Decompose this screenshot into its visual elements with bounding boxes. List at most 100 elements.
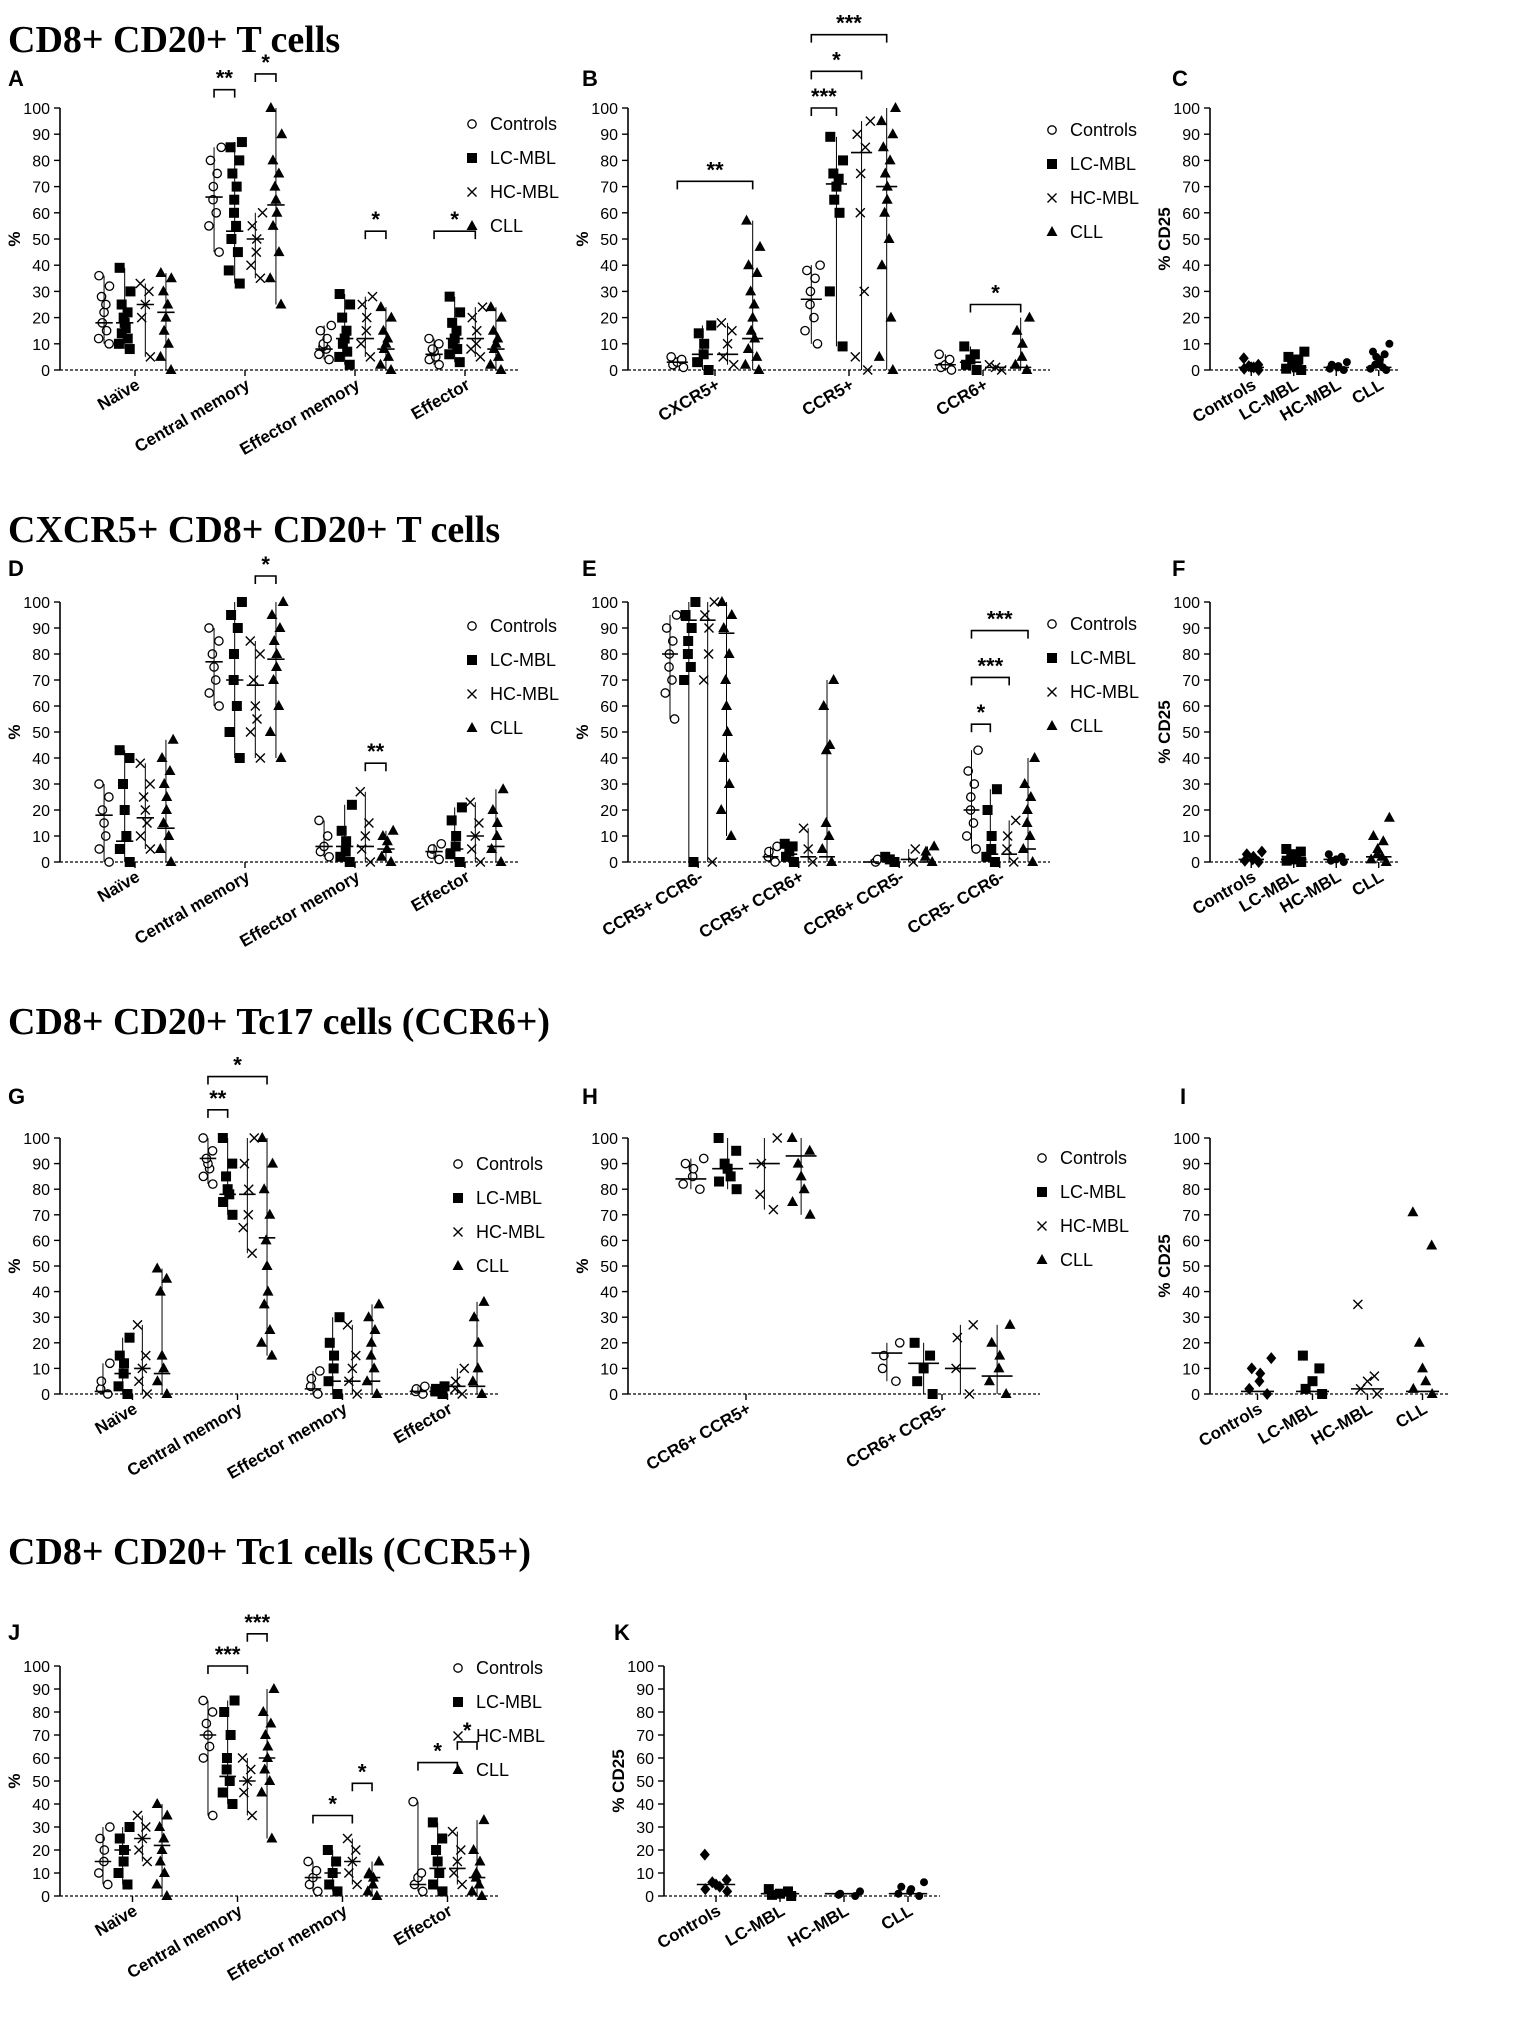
data-point-controls [314,349,324,360]
x-tick-label: Controls [654,1901,724,1952]
data-point-controls [973,745,983,756]
data-point-lc-mbl [1283,351,1294,362]
data-point-controls [1266,1352,1277,1365]
x-tick-label: CCR5+ CCR6- [599,867,706,940]
significance-label: * [991,281,1000,306]
y-tick-label: 10 [600,1361,618,1378]
y-tick-label: 50 [600,1259,618,1276]
y-tick-label: 70 [32,180,50,197]
data-point-hc-mbl [1372,1389,1383,1399]
data-point-cll [381,835,393,846]
data-point-controls [424,333,434,344]
data-point-cll [1016,337,1028,348]
legend-marker-controls [467,119,477,129]
data-point-lc-mbl [451,831,462,841]
data-point-controls [207,1179,218,1189]
y-tick-label: 0 [41,1889,50,1906]
x-tick-label: Effector [390,1399,455,1448]
significance-bracket [213,88,236,98]
data-point-cll [473,1878,485,1889]
data-point-hc-mbl [365,351,376,362]
data-point-lc-mbl [234,155,245,166]
y-tick-label: 50 [1182,1259,1200,1276]
legend-marker-hc-mbl [467,187,477,197]
legend-marker-cll [1046,226,1058,236]
data-point-cll [725,830,737,840]
legend: Controls LC-MBL HC-MBL CLL [452,1154,545,1276]
data-point-lc-mbl [437,1389,448,1399]
y-tick-label: 80 [32,1182,50,1199]
data-point-lc-mbl [124,344,135,355]
y-tick-label: 50 [32,1259,50,1276]
data-point-lc-mbl [124,1332,135,1343]
data-point-hc-mbl [145,844,156,854]
y-tick-label: 10 [32,829,50,846]
data-point-hc-mbl [859,286,870,297]
data-point-hc-mbl [728,359,739,370]
data-point-lc-mbl [227,1209,238,1220]
data-point-cll [361,1375,373,1386]
section-title-4: CD8+ CD20+ Tc1 cells (CCR5+) [8,1531,532,1573]
data-point-hc-mbl [473,818,484,828]
legend-marker-lc-mbl [467,655,477,665]
data-point-lc-mbl [236,137,247,148]
data-point-lc-mbl [693,328,704,339]
data-point-controls [812,338,823,349]
panel-letter: G [8,1084,25,1109]
data-point-cll [920,845,932,856]
data-point-hc-mbl [459,1363,470,1374]
data-point-hc-mbl [142,818,152,828]
data-point-lc-mbl [1295,846,1306,857]
data-point-cll [158,1867,170,1877]
data-point-cll [1025,791,1037,801]
data-point-controls [934,349,945,360]
data-point-cll [256,1132,268,1142]
data-point-cll [897,1882,906,1891]
data-point-lc-mbl [342,346,353,357]
data-point-hc-mbl [807,857,818,867]
y-axis-label: % [573,1258,592,1273]
y-tick-label: 40 [600,1285,618,1302]
data-point-controls [669,714,680,724]
significance-label: * [463,1718,472,1743]
y-tick-label: 90 [1182,127,1200,144]
panel-letter: A [8,66,24,91]
legend-label: CLL [490,718,523,738]
data-point-controls [207,1145,218,1156]
data-point-lc-mbl [224,1776,235,1786]
data-point-cll [151,1798,163,1808]
data-point-cll [385,311,397,322]
data-point-cll [476,1388,488,1398]
data-point-cll [1011,324,1023,335]
legend-marker-controls [453,1159,463,1169]
data-point-lc-mbl [427,1817,438,1828]
data-point-lc-mbl [446,815,457,826]
data-point-lc-mbl [124,1822,135,1832]
y-tick-label: 80 [1182,1182,1200,1199]
y-axis-label: % [573,724,592,739]
significance-bracket [970,676,1010,686]
x-tick-label: CLL [878,1901,916,1934]
data-point-lc-mbl [334,351,345,362]
legend-marker-lc-mbl [453,1193,463,1203]
data-point-hc-mbl [132,1810,143,1821]
y-tick-label: 30 [32,284,50,301]
data-point-controls [198,1753,209,1763]
data-point-cll [875,115,887,126]
data-point-cll [151,1262,163,1273]
data-point-cll [161,1809,173,1820]
data-point-lc-mbl [1307,1376,1318,1387]
data-point-controls [201,1718,212,1729]
y-tick-label: 100 [591,595,618,612]
data-point-controls [216,142,227,153]
y-axis-label: % [5,1773,24,1788]
data-point-hc-mbl [726,325,737,336]
data-point-controls [695,1184,705,1195]
y-tick-label: 100 [23,1131,50,1148]
data-point-controls [312,1886,323,1897]
data-point-controls [815,260,825,271]
data-point-lc-mbl [986,831,997,841]
